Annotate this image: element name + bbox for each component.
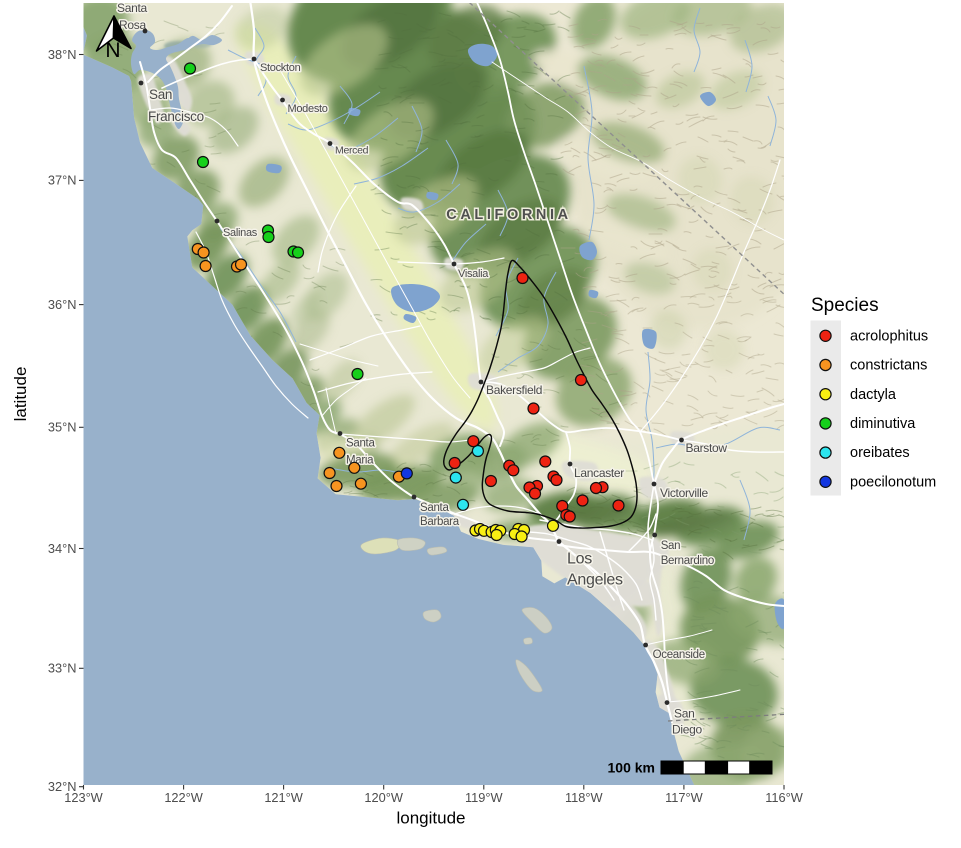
svg-text:Oceanside: Oceanside — [653, 649, 705, 661]
svg-text:119°W: 119°W — [465, 790, 504, 805]
svg-text:35°N: 35°N — [48, 420, 77, 435]
svg-text:Santa: Santa — [346, 438, 375, 450]
svg-text:Salinas: Salinas — [223, 227, 258, 239]
svg-text:Diego: Diego — [672, 723, 702, 737]
svg-text:poecilonotum: poecilonotum — [850, 474, 936, 490]
svg-text:36°N: 36°N — [48, 297, 77, 312]
svg-text:Angeles: Angeles — [567, 572, 623, 589]
svg-text:38°N: 38°N — [48, 47, 77, 62]
svg-text:118°W: 118°W — [565, 790, 604, 805]
svg-text:Lancaster: Lancaster — [574, 466, 624, 480]
svg-text:122°W: 122°W — [164, 790, 203, 805]
svg-text:latitude: latitude — [11, 367, 30, 422]
svg-text:117°W: 117°W — [665, 790, 704, 805]
svg-text:116°W: 116°W — [765, 790, 804, 805]
svg-text:Merced: Merced — [335, 145, 369, 157]
svg-text:constrictans: constrictans — [850, 358, 927, 374]
svg-text:diminutiva: diminutiva — [850, 416, 916, 432]
svg-text:dactyla: dactyla — [850, 387, 897, 403]
svg-text:34°N: 34°N — [48, 541, 77, 556]
svg-text:Santa: Santa — [117, 1, 147, 15]
svg-text:Bernardino: Bernardino — [661, 555, 714, 567]
svg-text:Species: Species — [811, 295, 879, 316]
svg-text:37°N: 37°N — [48, 173, 77, 188]
svg-text:longitude: longitude — [396, 809, 465, 828]
svg-text:Rosa: Rosa — [119, 18, 146, 32]
svg-text:Barstow: Barstow — [686, 441, 728, 455]
svg-text:Modesto: Modesto — [288, 103, 328, 115]
svg-text:San: San — [661, 540, 681, 552]
svg-text:32°N: 32°N — [48, 779, 77, 794]
svg-text:33°N: 33°N — [48, 661, 77, 676]
svg-text:Visalia: Visalia — [458, 268, 489, 280]
svg-text:Stockton: Stockton — [260, 62, 301, 74]
svg-text:Barbara: Barbara — [420, 516, 460, 528]
svg-text:120°W: 120°W — [364, 790, 403, 805]
svg-text:Santa: Santa — [420, 502, 449, 514]
svg-text:Los: Los — [567, 551, 592, 568]
svg-text:oreibates: oreibates — [850, 445, 910, 461]
svg-text:121°W: 121°W — [264, 790, 303, 805]
svg-text:N: N — [105, 39, 120, 62]
svg-text:Victorville: Victorville — [660, 486, 708, 500]
svg-text:acrolophitus: acrolophitus — [850, 328, 928, 344]
svg-text:Bakersfield: Bakersfield — [486, 383, 542, 397]
svg-text:100 km: 100 km — [608, 760, 655, 776]
svg-text:123°W: 123°W — [64, 790, 103, 805]
svg-text:Francisco: Francisco — [148, 109, 204, 124]
svg-text:San: San — [674, 707, 694, 721]
svg-text:San: San — [149, 87, 172, 102]
svg-text:CALIFORNIA: CALIFORNIA — [446, 207, 571, 223]
